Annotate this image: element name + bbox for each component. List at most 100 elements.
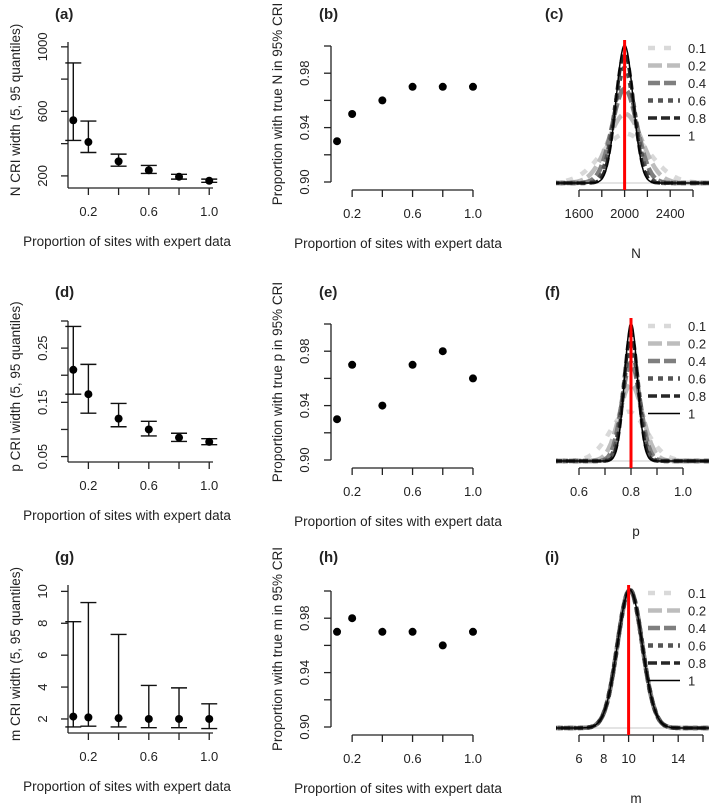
data-point: [438, 641, 447, 650]
x-axis-title: Proportion of sites with expert data: [294, 781, 502, 796]
y-tick-label: 0.94: [297, 115, 312, 140]
data-point: [69, 116, 78, 125]
legend-label: 0.2: [688, 59, 706, 74]
data-point: [114, 157, 123, 166]
panel-i: (i) 6 8 10 14 m 0.1 0.2 0.4 0.6 0.8 1: [545, 549, 709, 805]
y-tick-label: 0.90: [297, 714, 312, 739]
y-tick-label: 4: [35, 683, 50, 690]
data-point: [348, 614, 357, 623]
data-point: [408, 82, 417, 91]
data-point: [408, 627, 417, 636]
y-tick-label: 0.94: [297, 393, 312, 418]
y-axis-title: Proportion with true N in 95% CRI: [270, 3, 285, 206]
data-point: [378, 627, 387, 636]
y-tick-label: 0.98: [297, 339, 312, 364]
x-tick-label: 1600: [565, 206, 594, 221]
density-curves: [556, 587, 709, 731]
x-tick-label: 10: [621, 751, 635, 766]
x-tick-label: 1.0: [200, 478, 218, 493]
data-point: [175, 172, 184, 181]
data-point: [348, 360, 357, 369]
legend-label: 0.1: [688, 586, 706, 601]
x-tick-label: 6: [575, 751, 582, 766]
data-point: [144, 166, 153, 175]
panel-h: (h) 0.2 0.6 1.0 Proportion of sites with exp…: [270, 547, 502, 796]
y-axis-title: Proportion with true m in 95% CRI: [270, 547, 285, 751]
panel-label: (b): [319, 6, 338, 23]
x-tick-label: 1.0: [464, 751, 482, 766]
data-point: [144, 714, 153, 723]
x-tick-label: 0.2: [343, 484, 361, 499]
y-tick-label: 0.25: [35, 335, 50, 360]
x-tick-label: 0.2: [343, 206, 361, 221]
legend-label: 0.4: [688, 76, 706, 91]
x-tick-label: 0.6: [404, 484, 422, 499]
legend-label: 1: [688, 674, 695, 689]
x-axis-title: Proportion of sites with expert data: [294, 236, 502, 251]
x-tick-label: 1.0: [674, 484, 692, 499]
y-tick-label: 0.98: [297, 606, 312, 631]
data-point: [333, 137, 342, 146]
density-curve-1: [556, 44, 709, 184]
y-tick-label: 600: [35, 101, 50, 123]
panel-label: (c): [545, 6, 563, 23]
x-tick-label: 1.0: [464, 484, 482, 499]
y-tick-label: 0.90: [297, 169, 312, 194]
x-tick-label: 14: [671, 751, 685, 766]
data-point: [69, 712, 78, 721]
legend-label: 0.6: [688, 372, 706, 387]
legend-label: 0.1: [688, 41, 706, 56]
data-point: [84, 390, 93, 399]
legend: 0.1 0.2 0.4 0.6 0.8 1: [648, 319, 706, 422]
data-point: [333, 415, 342, 424]
y-tick-label: 0.90: [297, 447, 312, 472]
legend-label: 0.2: [688, 604, 706, 619]
y-tick-label: 1000: [35, 32, 50, 61]
data-point: [468, 627, 477, 636]
legend: 0.1 0.2 0.4 0.6 0.8 1: [648, 41, 706, 144]
x-axis-title: m: [630, 791, 641, 805]
panel-d: (d) 0.2 0.6 1.0 Proportion of sites with exp…: [8, 284, 231, 523]
y-tick-label: 8: [35, 620, 50, 627]
x-tick-label: 1.0: [200, 749, 218, 764]
panel-label: (i): [545, 549, 559, 566]
x-tick-label: 0.2: [79, 749, 97, 764]
x-tick-label: 0.6: [140, 204, 158, 219]
data-point: [205, 714, 214, 723]
data-point: [69, 365, 78, 374]
x-tick-label: 2400: [656, 206, 685, 221]
x-axis-title: Proportion of sites with expert data: [23, 779, 231, 794]
panel-c: (c) 1600 2000 2400 N 0.1 0.2 0.4 0.6 0.8 1: [545, 6, 709, 261]
panel-g: (g) 0.2 0.6 1.0 Proportion of sites with exp…: [8, 549, 231, 794]
y-axis-title: N CRI width (5, 95 quantiles): [8, 24, 23, 197]
y-axis-title: m CRI width (5, 95 quantiles): [8, 567, 23, 741]
x-tick-label: 0.2: [79, 478, 97, 493]
y-tick-label: 6: [35, 652, 50, 659]
data-point: [175, 433, 184, 442]
legend-label: 0.1: [688, 319, 706, 334]
y-axis-title: Proportion with true p in 95% CRI: [270, 282, 285, 482]
data-point: [378, 96, 387, 105]
y-tick-label: 200: [35, 165, 50, 187]
data-point: [468, 82, 477, 91]
x-tick-label: 0.8: [622, 484, 640, 499]
x-tick-label: 1.0: [200, 204, 218, 219]
panel-label: (h): [319, 549, 338, 566]
data-point: [438, 347, 447, 356]
legend-label: 0.8: [688, 656, 706, 671]
x-tick-label: 0.6: [404, 206, 422, 221]
density-curve-0.2: [556, 111, 709, 186]
data-point: [144, 425, 153, 434]
x-axis-title: N: [631, 246, 641, 261]
y-tick-label: 0.05: [35, 444, 50, 469]
x-axis-title: Proportion of sites with expert data: [23, 234, 231, 249]
x-tick-label: 0.6: [570, 484, 588, 499]
x-tick-label: 0.2: [343, 751, 361, 766]
data-point: [205, 176, 214, 185]
data-point: [468, 374, 477, 383]
legend-label: 0.4: [688, 621, 706, 636]
legend: 0.1 0.2 0.4 0.6 0.8 1: [648, 586, 706, 689]
legend-label: 0.4: [688, 354, 706, 369]
data-point: [114, 714, 123, 723]
